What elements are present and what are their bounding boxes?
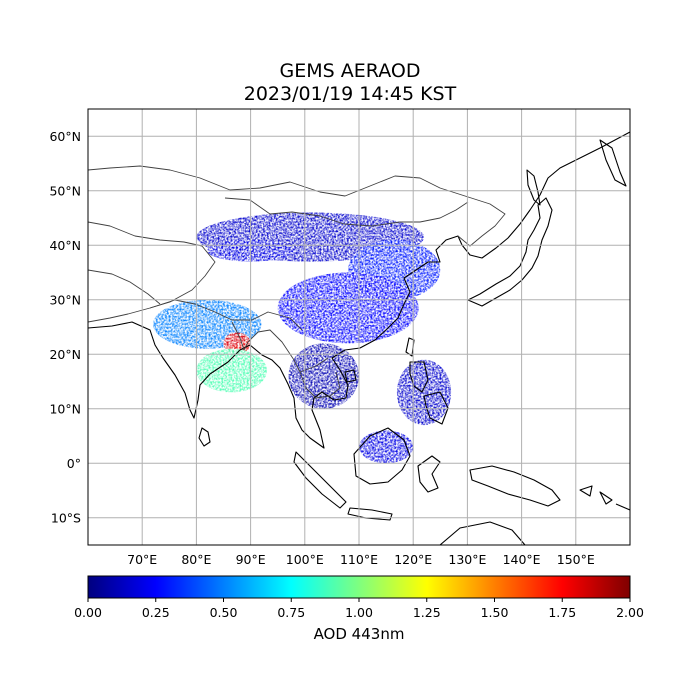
coastlines: [88, 131, 630, 545]
axis-tick-labels: 60°N 50°N 40°N 30°N 20°N 10°N 0° 10°S 70°E 80°E 90…: [49, 129, 594, 567]
lon-tick-label: 90°E: [236, 552, 266, 567]
lat-tick-label: 50°N: [49, 183, 81, 198]
map-frame: [87, 108, 631, 546]
colorbar-tick-label: 0.25: [142, 605, 170, 620]
coastline-hainan: [344, 369, 357, 383]
coastline-japan: [467, 197, 553, 307]
lon-tick-label: 140°E: [503, 552, 541, 567]
colorbar-tick-label: 1.00: [345, 605, 373, 620]
coastline-australia: [439, 521, 526, 545]
coastline-sakhalin: [526, 169, 541, 206]
colorbar-ticks: 0.00 0.25 0.50 0.75 1.00 1.25 1.50 1.75 2.00: [74, 598, 644, 620]
coastline-java: [347, 507, 393, 521]
lon-tick-label: 120°E: [394, 552, 432, 567]
coastline-taiwan: [405, 337, 415, 357]
lon-tick-label: 70°E: [127, 552, 157, 567]
lon-tick-label: 100°E: [286, 552, 324, 567]
colorbar-tick-label: 2.00: [616, 605, 644, 620]
lat-tick-label: 20°N: [49, 347, 81, 362]
colorbar-tick-label: 1.75: [548, 605, 576, 620]
map-title-line1: GEMS AERAOD: [279, 60, 421, 82]
border-himalaya: [149, 299, 303, 331]
aod-region-3: [277, 272, 419, 344]
map-title-line2: 2023/01/19 14:45 KST: [243, 83, 457, 105]
lat-tick-label: 40°N: [49, 238, 81, 253]
colorbar-tick-label: 0.75: [277, 605, 305, 620]
aod-field: [153, 212, 452, 464]
aod-region-9: [359, 430, 414, 464]
coastline-island-2: [599, 491, 613, 505]
colorbar-tick-label: 1.50: [481, 605, 509, 620]
colorbar-tick-label: 0.00: [74, 605, 102, 620]
colorbar-label: AOD 443nm: [314, 625, 405, 643]
colorbar-tick-label: 1.25: [413, 605, 441, 620]
lat-tick-label: 10°N: [49, 401, 81, 416]
border-mongolia: [224, 197, 469, 227]
country-borders: [88, 165, 506, 399]
lat-tick-label: 10°S: [51, 510, 81, 525]
coastline-kamchatka: [599, 139, 627, 187]
border-afghanistan: [88, 269, 161, 305]
lon-tick-label: 150°E: [557, 552, 595, 567]
lat-tick-label: 60°N: [49, 129, 81, 144]
coastline-island-3: [615, 503, 630, 511]
lon-tick-label: 80°E: [181, 552, 211, 567]
coastline-new-guinea: [469, 465, 561, 507]
coastline-sri-lanka: [198, 427, 211, 447]
lat-tick-label: 0°: [67, 456, 81, 471]
border-bangladesh-myanmar: [231, 321, 329, 373]
aod-region-7: [288, 343, 359, 409]
coastline-sulawesi: [417, 455, 441, 493]
border-central-asia: [88, 221, 216, 323]
coastline-island-1: [579, 485, 593, 497]
lat-tick-label: 30°N: [49, 292, 81, 307]
coastline-asia: [88, 131, 630, 449]
colorbar: [87, 575, 631, 599]
aod-region-8: [396, 359, 452, 426]
coastline-sumatra: [293, 451, 347, 509]
lon-tick-label: 130°E: [448, 552, 486, 567]
coastline-luzon: [409, 361, 429, 393]
border-russia-south: [88, 165, 506, 247]
aod-region-6: [196, 348, 267, 393]
gridlines: [88, 109, 630, 545]
colorbar-tick-label: 0.50: [210, 605, 238, 620]
lon-tick-label: 110°E: [340, 552, 378, 567]
coastline-mindanao: [423, 391, 449, 425]
